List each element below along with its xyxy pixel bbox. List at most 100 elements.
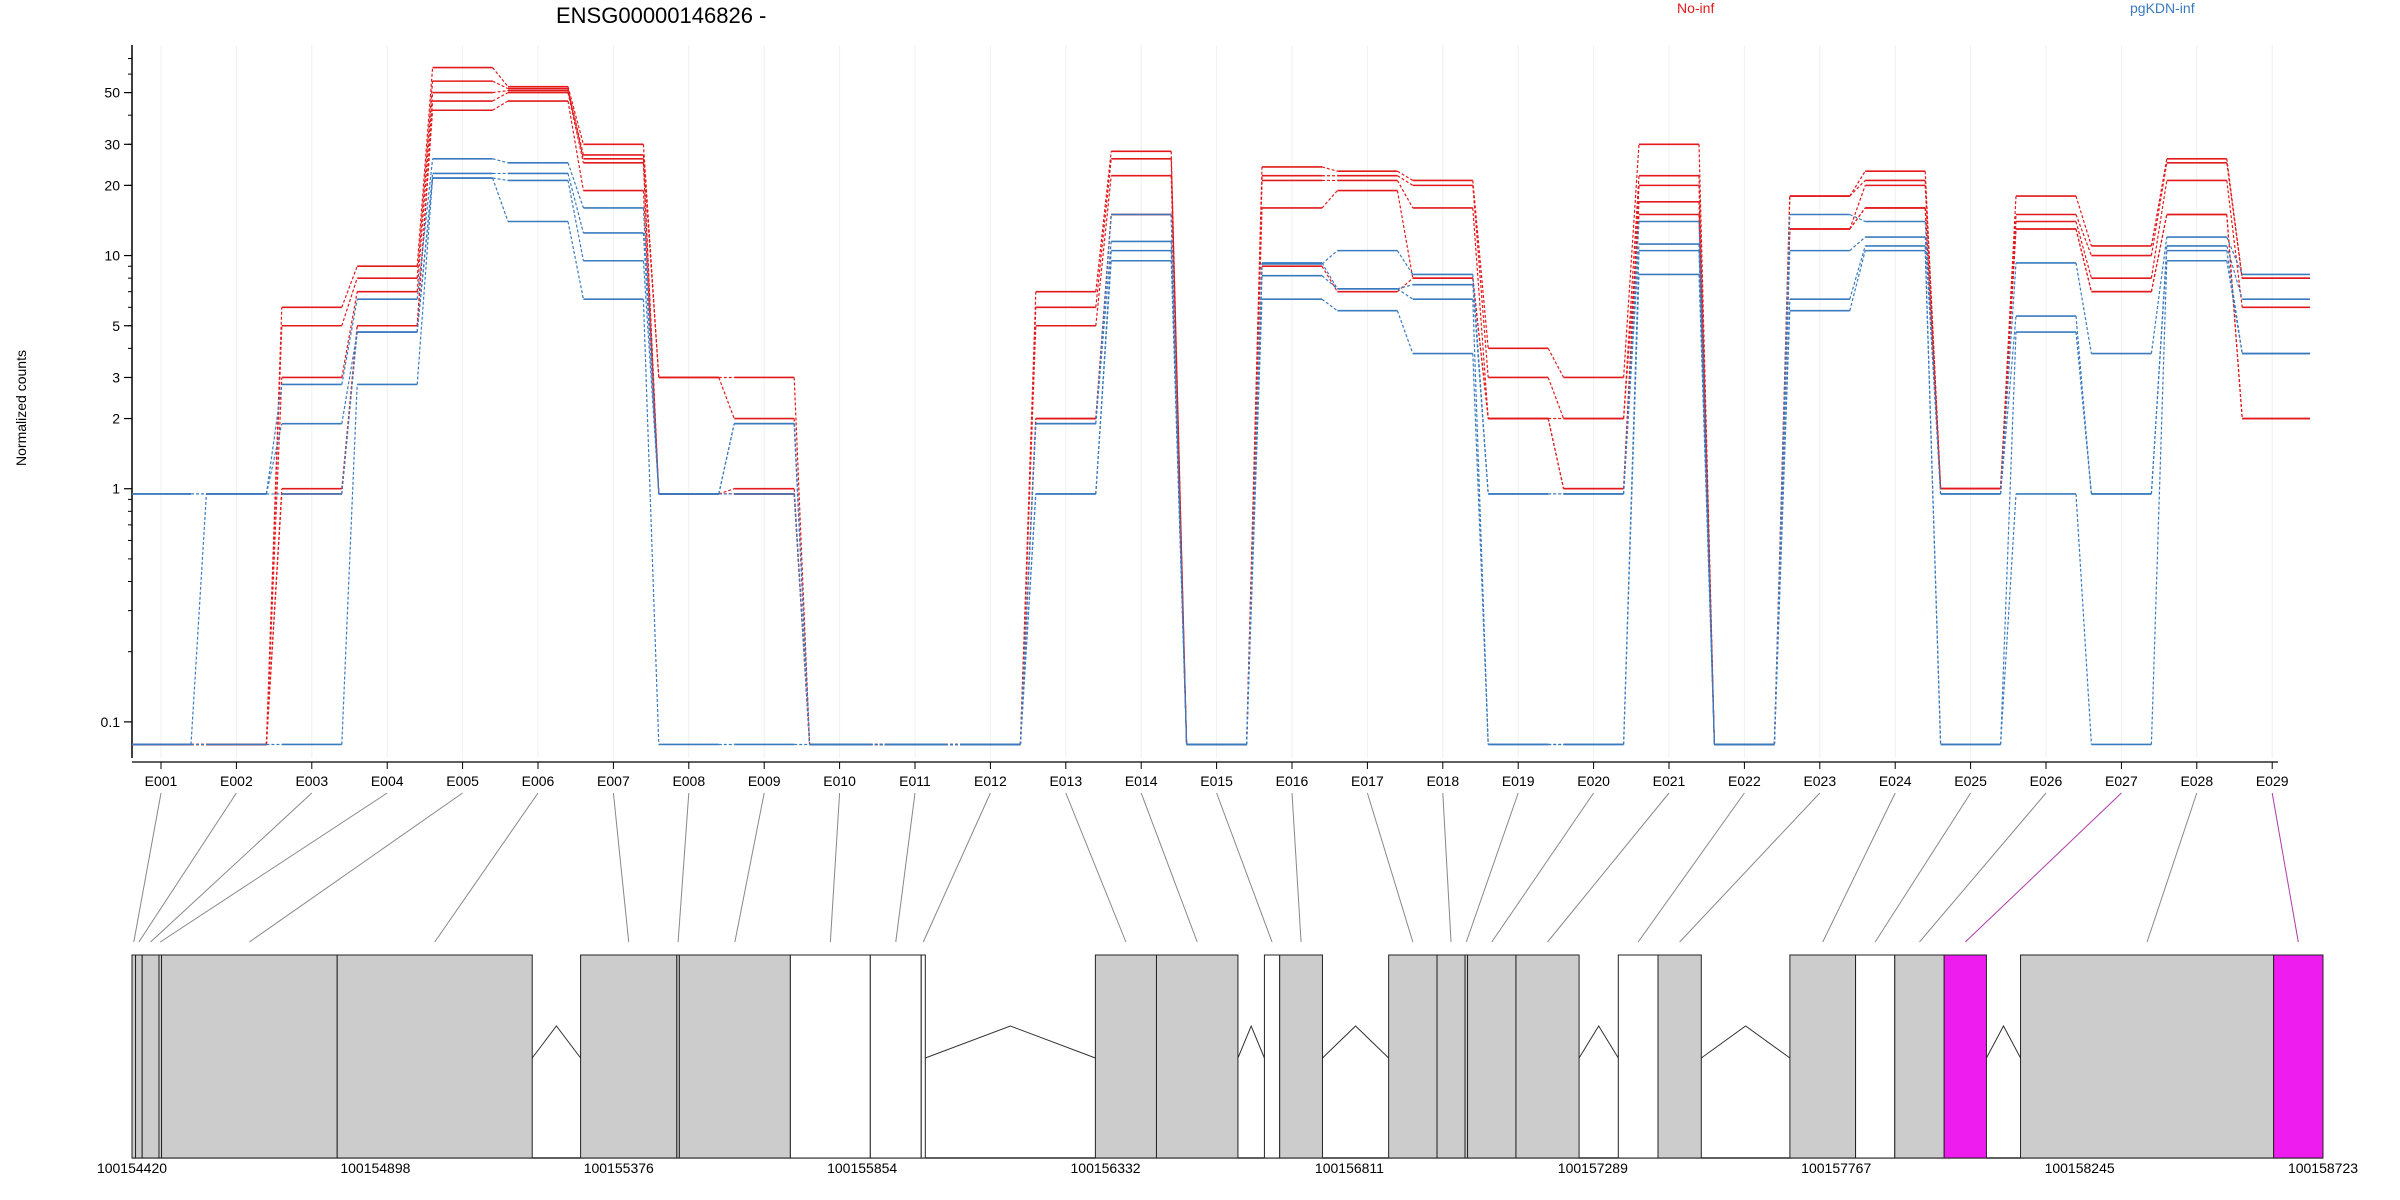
series-connector xyxy=(2150,237,2168,354)
exon-box-E018 xyxy=(1436,954,1466,1159)
x-tick-label-E019: E019 xyxy=(1502,773,1535,789)
exon-box-E007 xyxy=(580,954,678,1159)
coordinate-label: 100158723 xyxy=(2288,1160,2358,1176)
exon-box-E021 xyxy=(1515,954,1580,1159)
x-tick-label-E029: E029 xyxy=(2256,773,2289,789)
series-connector xyxy=(1472,207,1489,419)
series-connector xyxy=(1472,353,1489,745)
series-connector xyxy=(1397,175,1414,186)
series-connector xyxy=(1547,377,1565,419)
exon-box-E027 xyxy=(1943,954,1987,1159)
connector-E008 xyxy=(677,792,690,943)
series-connector xyxy=(1019,325,1037,745)
series-connector xyxy=(341,277,358,326)
coordinate-label: 100156332 xyxy=(1071,1160,1141,1176)
splice-junction xyxy=(531,1025,581,1059)
series-connector xyxy=(642,154,660,378)
x-tick-label-E020: E020 xyxy=(1577,773,1610,789)
connector-E005 xyxy=(249,792,463,943)
connector-E019 xyxy=(1465,792,1519,943)
y-axis-label: Normalized counts xyxy=(13,350,29,466)
splice-junction xyxy=(1700,1025,1791,1059)
series-connector xyxy=(718,423,735,495)
series-connector xyxy=(1472,278,1489,419)
exon-box-E010 xyxy=(789,954,871,1159)
series-connector xyxy=(1924,250,1942,745)
series-connector xyxy=(265,493,283,745)
x-tick-label-E017: E017 xyxy=(1351,773,1384,789)
series-connector xyxy=(416,178,434,385)
series-connector xyxy=(1623,144,1640,378)
series-connector xyxy=(1849,170,1866,197)
series-connector xyxy=(265,384,283,495)
x-tick-label-E014: E014 xyxy=(1125,773,1158,789)
series-connector xyxy=(1472,299,1489,745)
connector-E006 xyxy=(434,792,539,943)
y-tick-label: 2 xyxy=(112,411,120,427)
series-connector xyxy=(1623,214,1640,419)
coordinate-label: 100156811 xyxy=(1315,1160,1384,1176)
x-tick-label-E001: E001 xyxy=(145,773,178,789)
exon-box-E026 xyxy=(1894,954,1945,1159)
x-tick-label-E018: E018 xyxy=(1426,773,1459,789)
series-connector xyxy=(642,299,660,745)
connector-E021 xyxy=(1547,792,1670,943)
x-tick-label-E016: E016 xyxy=(1276,773,1309,789)
genomic-coordinate-axis: 100154420 100154898 100155376 100155854 1001… xyxy=(97,1160,2358,1176)
series-connector xyxy=(1924,171,1942,489)
splice-junction xyxy=(925,1025,1096,1059)
series-connector xyxy=(1773,310,1791,745)
series-connector xyxy=(2226,250,2243,354)
coordinate-label: 100155854 xyxy=(827,1160,897,1176)
exon-box-E025 xyxy=(1855,954,1896,1159)
x-tick-label-E023: E023 xyxy=(1803,773,1836,789)
connector-E013 xyxy=(1065,792,1127,943)
series-connector xyxy=(492,158,509,164)
connector-E022 xyxy=(1637,792,1745,943)
series-connector xyxy=(1095,158,1112,308)
series-connector xyxy=(341,384,358,745)
series-connector xyxy=(1849,213,1866,223)
y-tick-label: 3 xyxy=(112,369,120,385)
x-tick-label-E005: E005 xyxy=(446,773,479,789)
series-connector xyxy=(1246,299,1263,745)
series-connector xyxy=(416,177,434,333)
series-connector xyxy=(492,177,509,222)
series-pgkdn-inf-8 xyxy=(132,177,2310,746)
series-connector xyxy=(492,67,509,88)
connector-E023 xyxy=(1679,792,1821,943)
connector-E027 xyxy=(1964,792,2122,943)
exon-box-E015 xyxy=(1263,954,1281,1159)
series-connector xyxy=(642,207,660,494)
series-no-inf-4 xyxy=(132,100,2310,746)
series-connector xyxy=(1019,493,1037,745)
series-connector xyxy=(1547,348,1565,378)
exon-box-E005 xyxy=(161,954,338,1159)
y-tick-label: 30 xyxy=(104,136,120,152)
series-connector xyxy=(1623,244,1640,494)
series-connector xyxy=(2150,162,2168,256)
splice-junction xyxy=(1237,1024,1265,1059)
series-connector xyxy=(416,92,434,292)
series-connector xyxy=(1472,180,1489,349)
series-connector xyxy=(1397,170,1414,181)
series-connector xyxy=(416,81,434,279)
connector-E010 xyxy=(829,792,841,943)
series-connector xyxy=(1472,185,1489,378)
series-connector xyxy=(416,110,434,326)
series-no-inf-3 xyxy=(132,91,2310,746)
series-connector xyxy=(2000,493,2017,745)
x-tick-label-E012: E012 xyxy=(974,773,1007,789)
y-tick-label: 1 xyxy=(112,481,120,497)
series-connector xyxy=(1623,274,1640,745)
series-connector xyxy=(718,377,735,419)
series-connector xyxy=(2226,162,2243,279)
series-connector xyxy=(2226,214,2243,419)
series-connector xyxy=(1321,250,1338,265)
series-connector xyxy=(567,173,584,234)
series-connector xyxy=(567,180,584,261)
series-connector xyxy=(341,299,358,385)
x-tick-label-E004: E004 xyxy=(371,773,404,789)
exon-box-E012 xyxy=(920,954,926,1159)
coordinate-label: 100157289 xyxy=(1558,1160,1628,1176)
